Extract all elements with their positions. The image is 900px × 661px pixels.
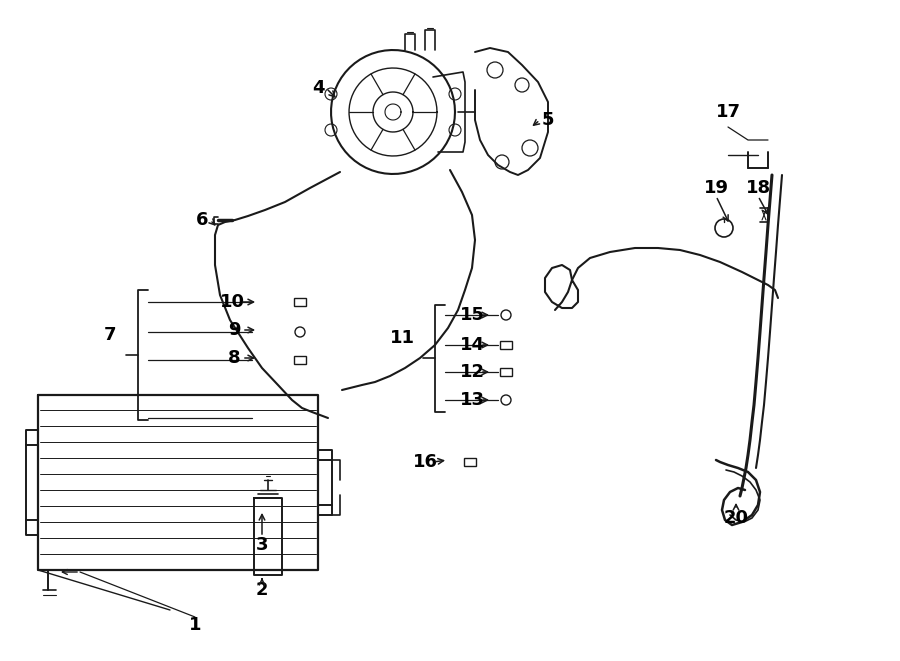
Text: 18: 18: [745, 179, 770, 197]
Text: 19: 19: [704, 179, 728, 197]
Text: 13: 13: [460, 391, 484, 409]
Text: 17: 17: [716, 103, 741, 121]
Text: 10: 10: [220, 293, 245, 311]
Bar: [294, 356, 306, 364]
Text: 12: 12: [460, 363, 484, 381]
Text: 11: 11: [390, 329, 415, 347]
Text: 3: 3: [256, 536, 268, 554]
Text: 2: 2: [256, 581, 268, 599]
Text: 1: 1: [189, 616, 202, 634]
Bar: [500, 368, 512, 376]
Text: 15: 15: [460, 306, 484, 324]
Text: 5: 5: [542, 111, 554, 129]
Text: 14: 14: [460, 336, 484, 354]
Text: 16: 16: [412, 453, 437, 471]
Text: 7: 7: [104, 326, 116, 344]
Text: 4: 4: [311, 79, 324, 97]
Text: 20: 20: [724, 509, 749, 527]
Bar: [500, 341, 512, 349]
Text: 8: 8: [228, 349, 240, 367]
Text: 9: 9: [228, 321, 240, 339]
Bar: [464, 458, 476, 466]
Text: 6: 6: [196, 211, 208, 229]
Bar: [294, 298, 306, 306]
